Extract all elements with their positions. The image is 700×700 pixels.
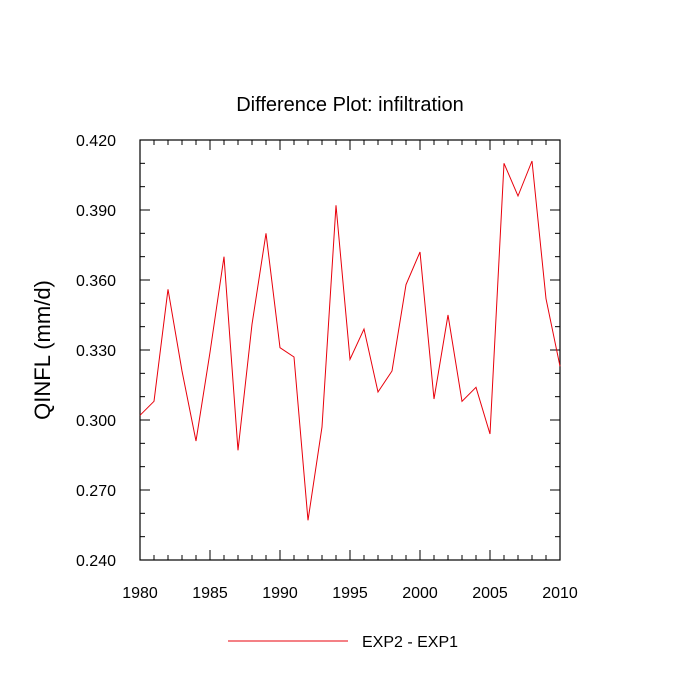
plot-frame [139,139,561,561]
legend-label: EXP2 - EXP1 [362,634,458,651]
series-group [139,160,561,521]
y-axis-label: QINFL (mm/d) [30,280,55,420]
series-line [139,160,561,521]
y-tick-label: 0.420 [76,133,116,150]
y-tick-label: 0.240 [76,553,116,570]
x-tick-label: 1980 [122,585,158,602]
y-tick-label: 0.390 [76,203,116,220]
chart-title: Difference Plot: infiltration [236,94,464,116]
x-tick-label: 1985 [192,585,228,602]
x-tick-label: 2000 [402,585,438,602]
y-tick-label: 0.300 [76,413,116,430]
legend: EXP2 - EXP1 [228,634,458,651]
x-tick-label: 2005 [472,585,508,602]
x-tick-label: 1990 [262,585,298,602]
y-tick-label: 0.330 [76,343,116,360]
x-tick-label: 1995 [332,585,368,602]
x-tick-label: 2010 [542,585,578,602]
axis-ticks: 1980 1985 1990 1995 2000 2005 2010 0.240 0.270 0.… [76,133,578,602]
y-tick-label: 0.360 [76,273,116,290]
y-tick-label: 0.270 [76,483,116,500]
